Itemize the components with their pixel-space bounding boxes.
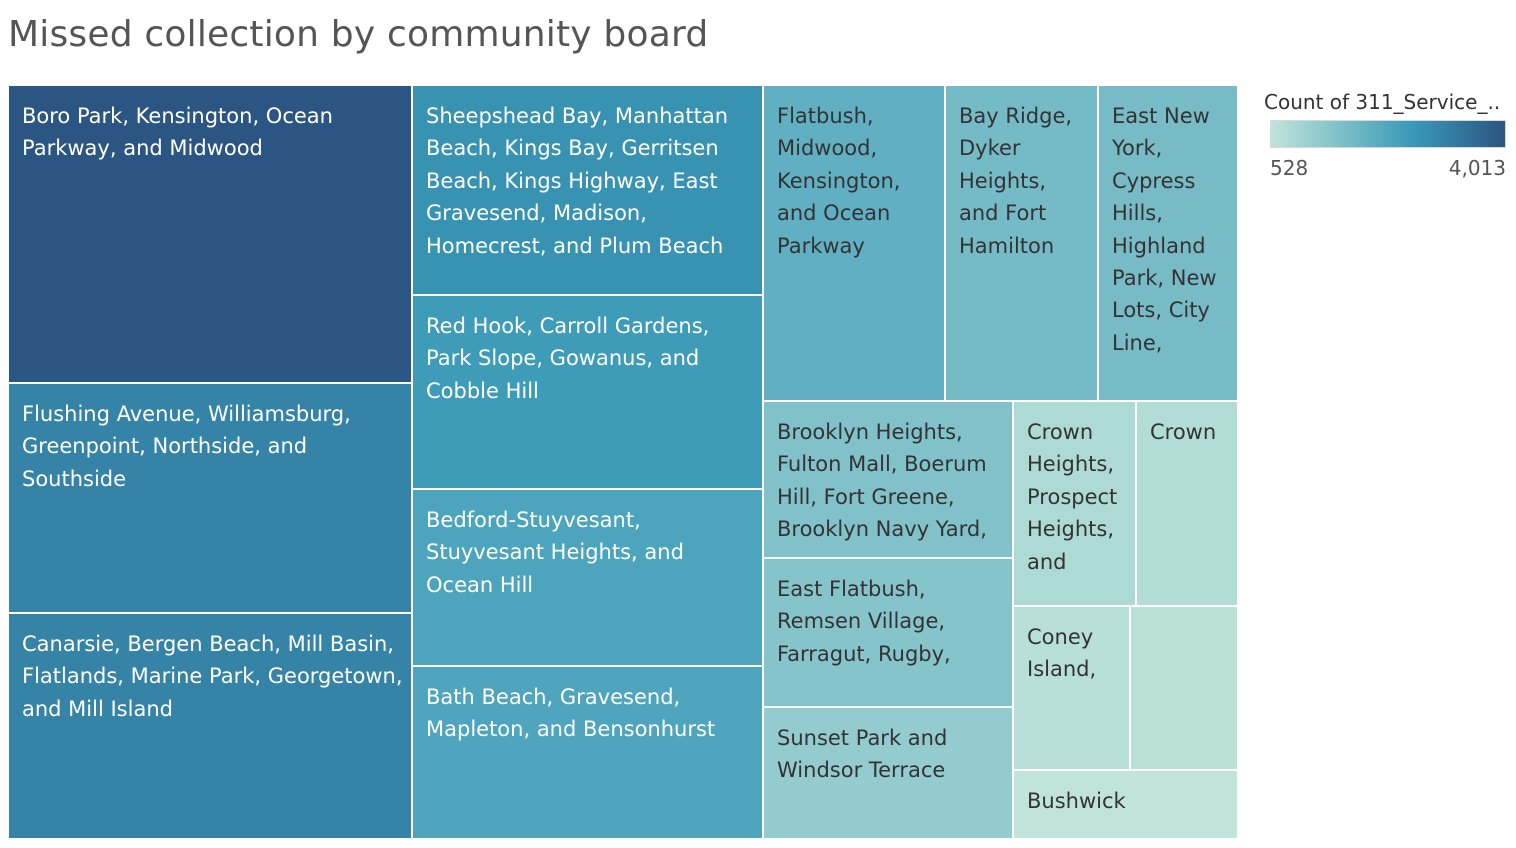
treemap-cell[interactable] <box>944 84 1099 402</box>
treemap-cell[interactable] <box>411 294 764 490</box>
treemap-cell[interactable] <box>411 665 764 840</box>
treemap-cell[interactable] <box>411 488 764 667</box>
treemap-cell[interactable] <box>762 400 1014 559</box>
treemap-cell[interactable] <box>1129 605 1239 771</box>
treemap-cell[interactable] <box>7 612 413 840</box>
color-legend-gradient <box>1270 120 1506 148</box>
chart-title: Missed collection by community board <box>8 14 709 55</box>
legend-max-label: 4,013 <box>1448 156 1506 180</box>
treemap-cell[interactable] <box>1012 769 1239 840</box>
treemap-cell[interactable] <box>1097 84 1239 402</box>
legend-title: Count of 311_Service_.. <box>1264 90 1501 114</box>
treemap-cell[interactable] <box>762 84 946 402</box>
treemap-cell[interactable] <box>1012 605 1131 771</box>
treemap-cell[interactable] <box>762 557 1014 708</box>
treemap-cell[interactable] <box>1012 400 1137 607</box>
legend-min-label: 528 <box>1270 156 1309 180</box>
treemap-cell[interactable] <box>7 84 413 384</box>
treemap-cell[interactable] <box>762 706 1014 840</box>
treemap-cell[interactable] <box>7 382 413 614</box>
treemap-cell[interactable] <box>411 84 764 296</box>
treemap-cell[interactable] <box>1135 400 1239 607</box>
